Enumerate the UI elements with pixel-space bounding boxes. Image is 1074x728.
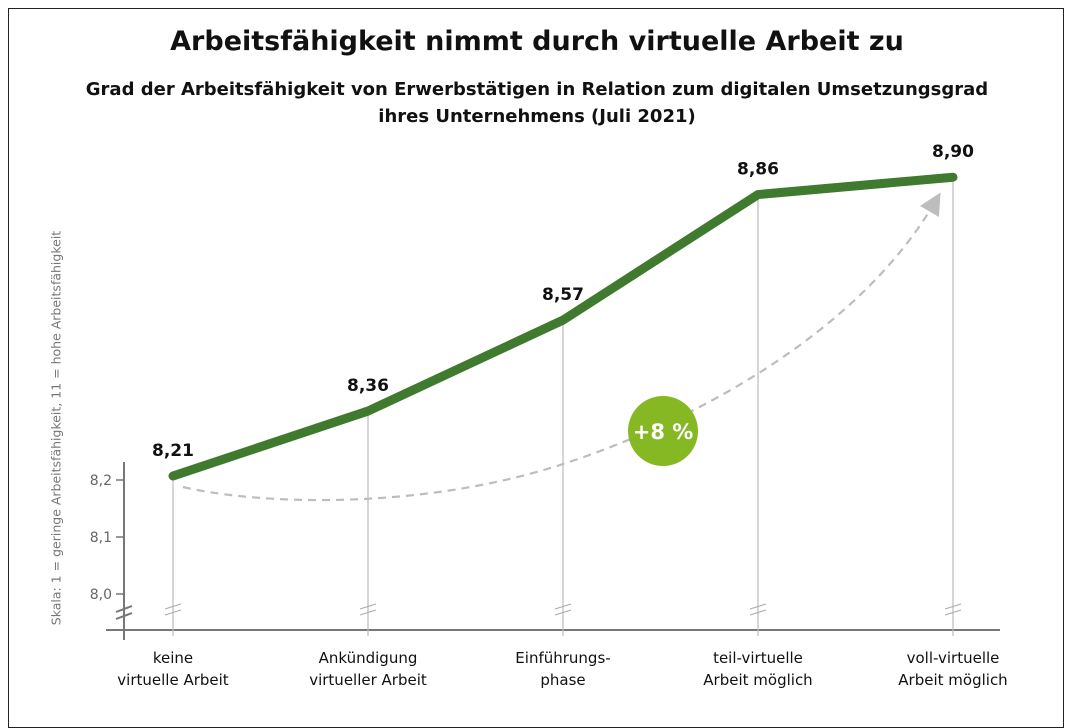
data-label: 8,90 <box>932 142 974 162</box>
x-tick-label: phase <box>540 671 585 689</box>
data-point <box>367 410 369 413</box>
drop-line-break <box>164 603 182 610</box>
drop-line-break <box>944 609 962 616</box>
data-label: 8,36 <box>347 376 389 396</box>
x-tick-label: virtueller Arbeit <box>309 671 427 689</box>
drop-line-break <box>749 609 767 616</box>
x-tick-label: Arbeit möglich <box>898 671 1007 689</box>
data-point <box>172 475 174 477</box>
x-tick-label: keine <box>153 649 193 667</box>
x-tick-label: Einführungs- <box>515 649 610 667</box>
axis-break-mark <box>115 605 133 613</box>
data-label: 8,21 <box>152 441 194 461</box>
trend-arrow <box>182 192 941 502</box>
chart-title: Arbeitsfähigkeit nimmt durch virtuelle A… <box>170 26 904 57</box>
chart-subtitle: Grad der Arbeitsfähigkeit von Erwerbstät… <box>80 76 994 130</box>
growth-badge <box>628 396 698 466</box>
drop-line-break <box>554 603 572 610</box>
data-label: 8,86 <box>737 160 779 180</box>
drop-line-break <box>359 609 377 616</box>
drop-line-break <box>554 609 572 616</box>
data-point <box>952 176 954 179</box>
data-point <box>757 193 759 196</box>
x-tick-label: Ankündigung <box>319 649 418 667</box>
y-tick-label: 8,2 <box>90 473 112 489</box>
drop-line-break <box>749 603 767 610</box>
data-point <box>562 319 564 322</box>
drop-line-break <box>359 603 377 610</box>
subtitle-line-1: Grad der Arbeitsfähigkeit von Erwerbstät… <box>85 79 989 100</box>
data-label: 8,57 <box>542 285 584 305</box>
x-tick-label: virtuelle Arbeit <box>117 671 229 689</box>
y-tick-label: 8,1 <box>90 530 112 546</box>
axis-break-mark <box>115 612 133 620</box>
drop-line-break <box>944 603 962 610</box>
x-tick-label: teil-virtuelle <box>713 649 803 667</box>
y-tick-label: 8,0 <box>90 587 112 603</box>
x-tick-label: voll-virtuelle <box>907 649 1000 667</box>
subtitle-line-2: ihres Unternehmens (Juli 2021) <box>378 106 696 127</box>
growth-badge-label: +8 % <box>633 420 694 444</box>
x-tick-label: Arbeit möglich <box>703 671 812 689</box>
drop-line-break <box>164 609 182 616</box>
